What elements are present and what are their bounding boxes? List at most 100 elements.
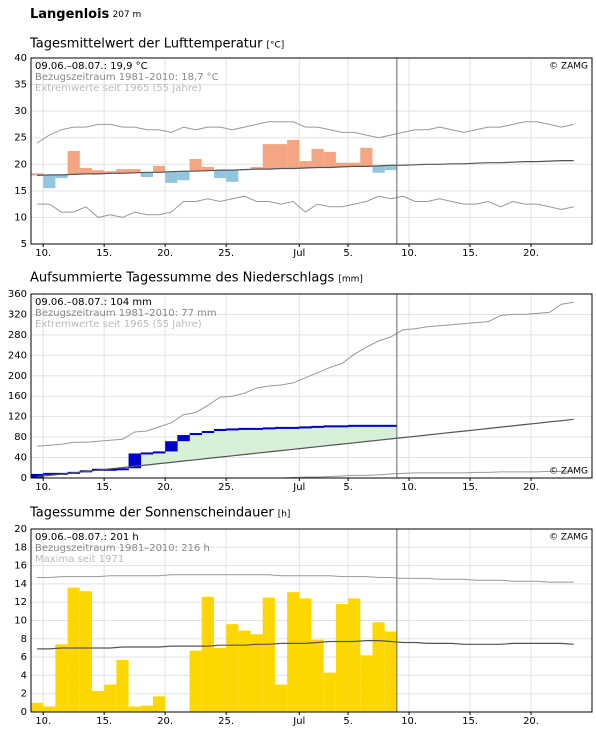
annotation: Bezugszeitraum 1981–2010: 18,7 °C <box>35 72 219 83</box>
bar <box>213 647 227 712</box>
x-tick-label: 20. <box>523 248 539 259</box>
bar <box>140 705 153 712</box>
area-fill <box>335 425 349 445</box>
anomaly-bar <box>91 170 105 174</box>
x-tick-label: 20. <box>157 482 173 493</box>
upper-line <box>37 574 574 583</box>
annotation: Extremwerte seit 1965 (55 Jahre) <box>35 83 202 94</box>
unit-label: [°C] <box>267 41 285 51</box>
y-tick-label: 280 <box>8 330 27 341</box>
bar <box>348 598 361 712</box>
x-tick-label: Jul <box>292 248 305 259</box>
anomaly-bar <box>55 174 68 179</box>
bar <box>262 597 275 712</box>
area-fill <box>226 428 239 456</box>
bar <box>201 596 214 712</box>
y-tick-label: 40 <box>14 453 27 464</box>
anomaly-bar <box>226 170 239 182</box>
x-tick-label: 5. <box>343 248 353 259</box>
area-fill <box>287 426 300 450</box>
x-tick-label: 10. <box>35 482 51 493</box>
anomaly-bar <box>140 172 153 178</box>
y-tick-label: 320 <box>8 309 27 320</box>
anomaly-bar <box>274 144 288 169</box>
unit-label: [h] <box>278 510 291 520</box>
upper-line <box>36 121 574 144</box>
y-tick-label: 5 <box>21 239 27 250</box>
plot-frame <box>30 57 593 245</box>
area-fill <box>140 452 154 465</box>
normal-line <box>37 160 574 176</box>
anomaly-bar <box>213 170 227 179</box>
x-tick-label: 10. <box>35 248 51 259</box>
x-tick-label: 25. <box>218 716 234 727</box>
y-tick-label: 40 <box>14 53 27 64</box>
x-tick-label: 20. <box>523 482 539 493</box>
y-tick-label: 6 <box>21 652 27 663</box>
annotation: Extremwerte seit 1965 (55 Jahre) <box>35 319 202 330</box>
x-tick-label: 5. <box>343 716 353 727</box>
x-tick-label: 10. <box>401 482 417 493</box>
x-tick-label: 15. <box>96 716 112 727</box>
anomaly-bar <box>262 144 275 170</box>
annotation: 09.06.–08.07.: 201 h <box>35 532 139 543</box>
anomaly-bar <box>360 147 373 167</box>
area-fill <box>360 424 373 442</box>
anomaly-bar <box>165 171 178 183</box>
area-fill <box>250 427 264 454</box>
cumulative-step <box>384 424 398 427</box>
bar <box>43 706 56 712</box>
x-tick-label: 25. <box>218 482 234 493</box>
area-fill <box>201 430 215 459</box>
cumulative-step <box>43 472 56 475</box>
bar <box>79 591 92 712</box>
plot-frame <box>30 528 593 713</box>
anomaly-bar <box>201 166 214 171</box>
area-fill <box>372 424 385 441</box>
lower-line <box>37 195 574 218</box>
bar <box>311 639 324 712</box>
cumulative-step <box>238 427 251 430</box>
credit: © ZAMG <box>549 467 588 477</box>
y-tick-label: 25 <box>14 133 27 144</box>
cumulative-step <box>372 424 385 427</box>
x-tick-label: 10. <box>401 716 417 727</box>
cumulative-step <box>128 453 142 469</box>
bar <box>91 690 105 712</box>
cumulative-step <box>116 468 129 471</box>
anomaly-bar <box>116 169 129 174</box>
area-fill <box>274 426 288 451</box>
credit: © ZAMG <box>549 62 588 72</box>
x-tick-label: 20. <box>523 716 539 727</box>
cumulative-step <box>165 441 178 452</box>
credit: © ZAMG <box>549 533 588 543</box>
anomaly-bar <box>299 161 312 169</box>
station-elevation: 207 m <box>112 10 141 20</box>
anomaly-bar <box>372 165 385 173</box>
cumulative-step <box>189 433 203 436</box>
annotation: Bezugszeitraum 1981–2010: 216 h <box>35 543 210 554</box>
y-tick-label: 15 <box>14 186 27 197</box>
cumulative-step <box>348 424 361 427</box>
cumulative-step <box>335 425 349 428</box>
bar <box>372 622 385 712</box>
chart-title: Tagesmittelwert der Lufttemperatur <box>29 37 263 52</box>
x-tick-label: 5. <box>343 482 353 493</box>
cumulative-step <box>274 426 288 429</box>
bar <box>274 684 288 712</box>
y-tick-label: 14 <box>14 579 27 590</box>
y-tick-label: 4 <box>21 670 27 681</box>
annotation: 09.06.–08.07.: 19,9 °C <box>35 61 148 72</box>
annotation: Bezugszeitraum 1981–2010: 77 mm <box>35 308 217 319</box>
annotation: Maxima seit 1971 <box>35 554 124 565</box>
x-tick-label: 15. <box>96 248 112 259</box>
bar <box>250 634 263 712</box>
bar <box>189 650 202 712</box>
cumulative-step <box>177 435 190 442</box>
station-header: Langenlois 207 m <box>30 7 141 22</box>
area-fill <box>348 424 361 443</box>
chart-title: Aufsummierte Tagessumme des Niederschlag… <box>30 271 335 286</box>
x-tick-label: 20. <box>157 248 173 259</box>
y-tick-label: 240 <box>8 350 27 361</box>
bar <box>360 655 373 712</box>
